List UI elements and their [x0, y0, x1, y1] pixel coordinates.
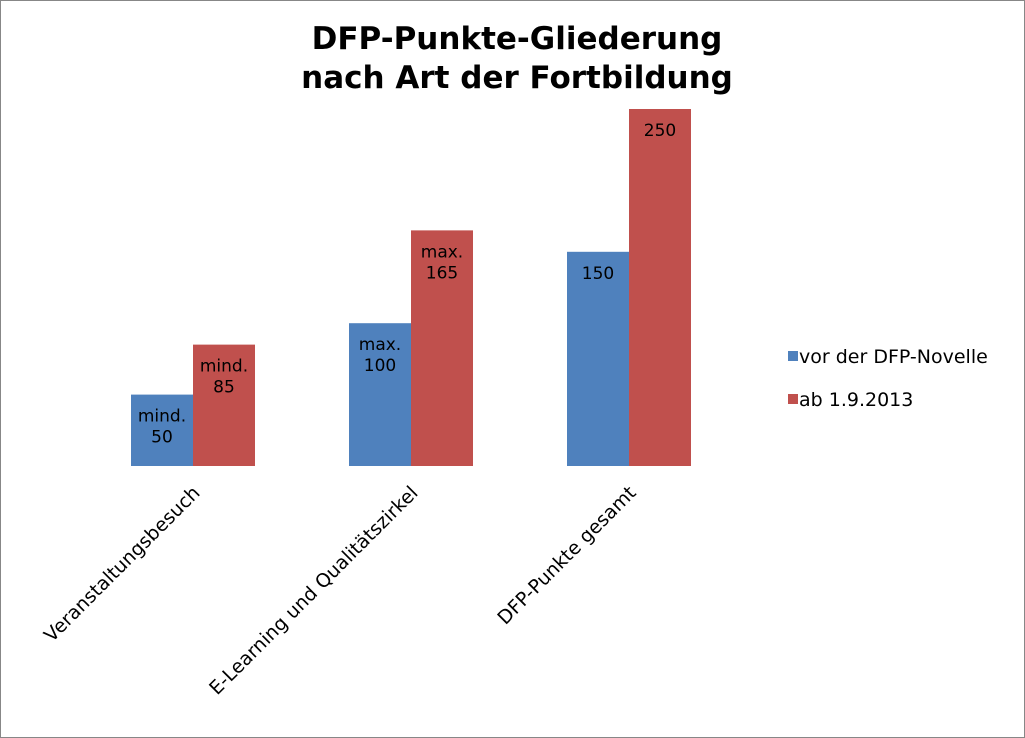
- bar-dfp-punkte-gesamt-series-1: [567, 251, 629, 466]
- data-label-dfp-punkte-gesamt-series-1: 150: [582, 264, 614, 284]
- category-label-dfp-punkte-gesamt: DFP-Punkte gesamt: [493, 482, 640, 629]
- legend: vor der DFP-Novelle ab 1.9.2013: [788, 346, 988, 411]
- data-label-veranstaltungsbesuch-series-2: mind.: [200, 357, 248, 377]
- bar-veranstaltungsbesuch-series-2: [193, 344, 255, 466]
- bar-e-learning-und-qualit-tszirkel-series-1: [349, 323, 411, 466]
- bar-e-learning-und-qualit-tszirkel-series-2: [411, 230, 473, 466]
- legend-swatch-series-1: [788, 351, 798, 361]
- data-label-e-learning-und-qualit-tszirkel-series-1: max.: [359, 335, 401, 355]
- chart-title: DFP-Punkte-Gliederung nach Art der Fortb…: [301, 21, 733, 96]
- bar-dfp-punkte-gesamt-series-2: [629, 109, 691, 466]
- data-label-veranstaltungsbesuch-series-1: 50: [151, 428, 173, 448]
- data-label-e-learning-und-qualit-tszirkel-series-2: max.: [421, 242, 463, 262]
- legend-label-series-2: ab 1.9.2013: [799, 389, 913, 411]
- bar-veranstaltungsbesuch-series-1: [131, 394, 193, 466]
- category-label-e-learning-und-qualit-tszirkel: E-Learning und Qualitätszirkel: [205, 482, 422, 699]
- category-axis-labels: Veranstaltungsbesuch E-Learning und Quali…: [40, 482, 641, 699]
- legend-label-series-1: vor der DFP-Novelle: [799, 346, 988, 368]
- data-label-e-learning-und-qualit-tszirkel-series-2: 165: [426, 263, 458, 283]
- chart-title-line-1: DFP-Punkte-Gliederung: [312, 21, 723, 57]
- data-label-e-learning-und-qualit-tszirkel-series-1: 100: [364, 356, 396, 376]
- category-label-veranstaltungsbesuch: Veranstaltungsbesuch: [40, 482, 205, 647]
- data-label-veranstaltungsbesuch-series-1: mind.: [138, 407, 186, 427]
- chart-title-line-2: nach Art der Fortbildung: [301, 60, 733, 96]
- legend-swatch-series-2: [788, 394, 798, 404]
- bars: [131, 109, 691, 466]
- data-label-veranstaltungsbesuch-series-2: 85: [213, 378, 235, 398]
- data-label-dfp-punkte-gesamt-series-2: 250: [644, 121, 676, 141]
